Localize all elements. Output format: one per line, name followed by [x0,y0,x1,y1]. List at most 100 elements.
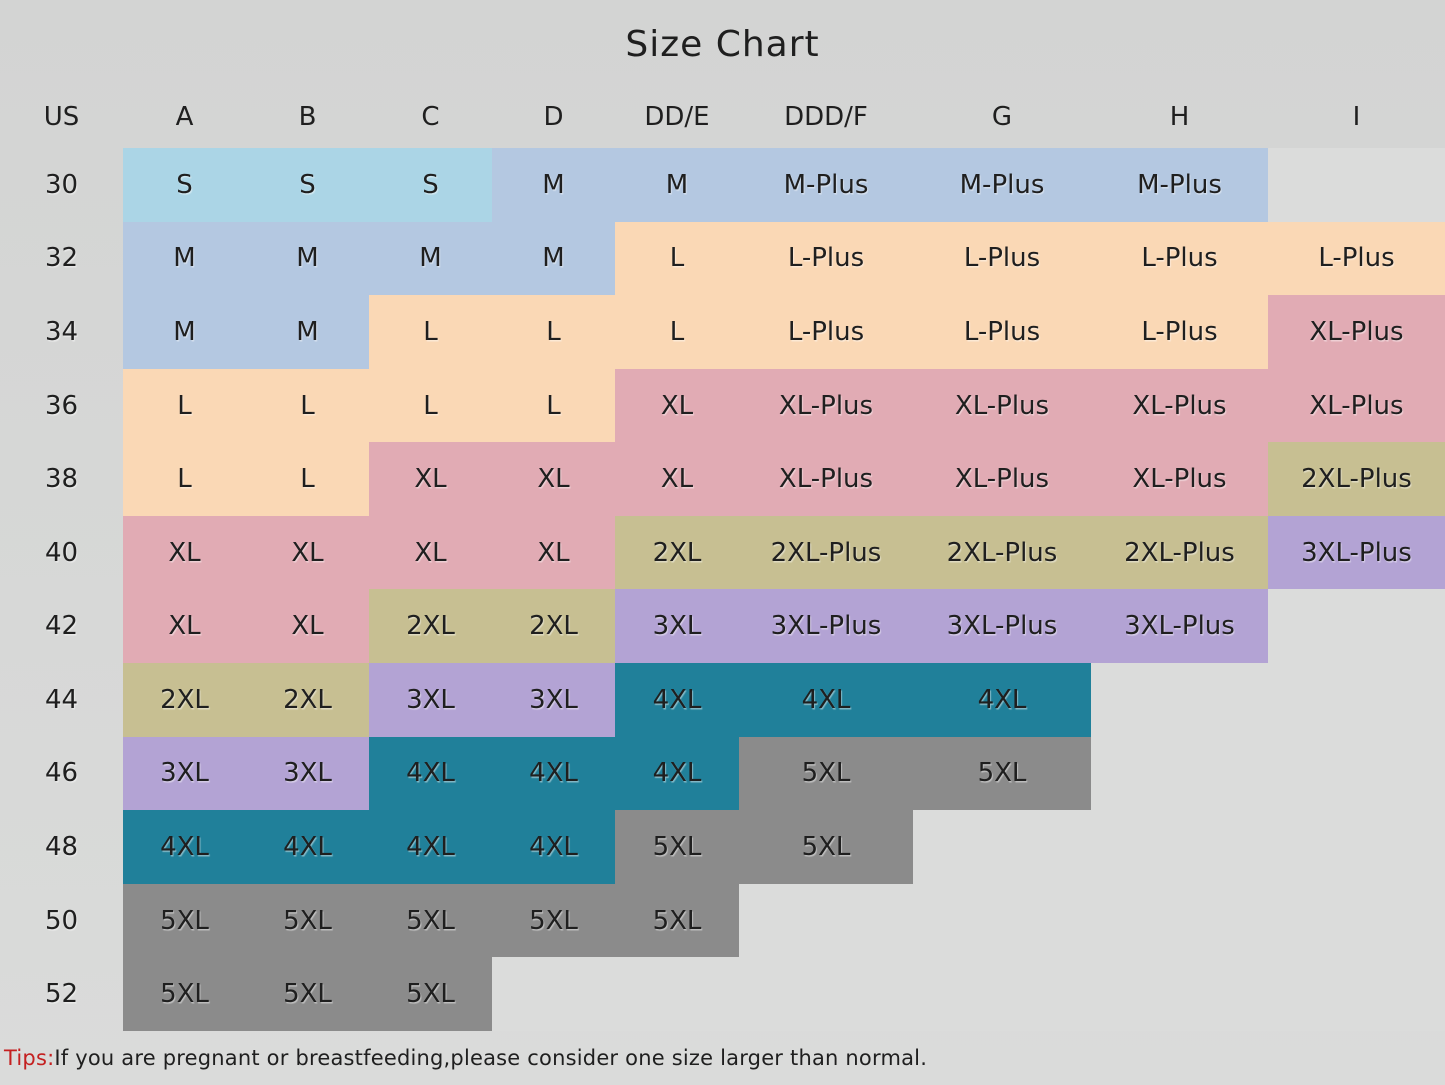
size-cell-42-ddd-f: 3XL-Plus [739,589,913,664]
size-cell-48-b: 4XL [246,810,369,884]
row-label-36: 36 [44,390,79,421]
size-cell-50-c: 5XL [369,883,492,958]
column-header-i: I [1352,101,1361,132]
row-label-50: 50 [44,905,79,936]
size-cell-36-a: L [123,368,246,443]
size-cell-32-i: L-Plus [1268,221,1445,296]
size-cell-42-b: XL [246,589,369,664]
size-cell-46-c: 4XL [369,736,492,811]
size-cell-48-c: 4XL [369,810,492,884]
size-cell-40-d: XL [492,515,615,590]
size-cell-46-b: 3XL [246,736,369,811]
size-cell-38-b: L [246,442,369,516]
size-cell-50-a: 5XL [123,883,246,958]
size-cell-50-d: 5XL [492,883,615,958]
size-cell-44-dd-e: 4XL [615,663,739,737]
size-cell-40-dd-e: 2XL [615,515,739,590]
tips-text: If you are pregnant or breastfeeding,ple… [54,1046,928,1070]
size-cell-34-c: L [369,295,492,369]
size-cell-30-d: M [492,148,615,222]
size-cell-50-ddd-f [739,883,913,958]
size-cell-32-d: M [492,221,615,296]
size-cell-46-i [1268,736,1445,811]
size-cell-52-d [492,957,615,1031]
size-cell-50-h [1091,883,1268,958]
size-cell-38-a: L [123,442,246,516]
size-cell-48-h [1091,810,1268,884]
size-cell-52-c: 5XL [369,957,492,1031]
size-cell-46-d: 4XL [492,736,615,811]
size-cell-52-a: 5XL [123,957,246,1031]
size-cell-36-c: L [369,368,492,443]
column-header-h: H [1169,101,1190,132]
size-cell-36-d: L [492,368,615,443]
size-cell-50-i [1268,883,1445,958]
size-cell-32-h: L-Plus [1091,221,1268,296]
row-label-34: 34 [44,316,79,347]
size-cell-44-c: 3XL [369,663,492,737]
size-cell-42-i [1268,589,1445,664]
tips-note: Tips: If you are pregnant or breastfeedin… [0,1031,1445,1085]
size-cell-42-a: XL [123,589,246,664]
size-cell-34-g: L-Plus [913,295,1091,369]
page-title: Size Chart [625,24,820,65]
size-cell-30-ddd-f: M-Plus [739,148,913,222]
row-label-48: 48 [44,831,79,862]
size-cell-38-ddd-f: XL-Plus [739,442,913,516]
size-cell-38-dd-e: XL [615,442,739,516]
size-cell-38-c: XL [369,442,492,516]
size-cell-30-b: S [246,148,369,222]
size-cell-48-ddd-f: 5XL [739,810,913,884]
size-cell-50-b: 5XL [246,883,369,958]
size-cell-34-ddd-f: L-Plus [739,295,913,369]
size-cell-52-g [913,957,1091,1031]
size-cell-32-c: M [369,221,492,296]
size-cell-36-b: L [246,368,369,443]
size-cell-32-g: L-Plus [913,221,1091,296]
size-cell-52-i [1268,957,1445,1031]
row-label-38: 38 [44,464,79,495]
size-cell-36-dd-e: XL [615,368,739,443]
size-cell-44-b: 2XL [246,663,369,737]
size-cell-30-g: M-Plus [913,148,1091,222]
size-cell-34-i: XL-Plus [1268,295,1445,369]
size-cell-46-dd-e: 4XL [615,736,739,811]
size-cell-38-h: XL-Plus [1091,442,1268,516]
size-cell-34-a: M [123,295,246,369]
size-cell-50-g [913,883,1091,958]
size-cell-30-c: S [369,148,492,222]
size-cell-40-c: XL [369,515,492,590]
column-header-g: G [991,101,1013,132]
column-header-ddd-f: DDD/F [784,101,868,132]
row-label-52: 52 [44,979,79,1010]
size-cell-46-a: 3XL [123,736,246,811]
row-label-32: 32 [44,243,79,274]
size-cell-40-b: XL [246,515,369,590]
size-cell-38-g: XL-Plus [913,442,1091,516]
size-cell-48-i [1268,810,1445,884]
size-cell-36-ddd-f: XL-Plus [739,368,913,443]
row-label-46: 46 [44,758,79,789]
size-cell-40-h: 2XL-Plus [1091,515,1268,590]
size-cell-52-b: 5XL [246,957,369,1031]
size-cell-48-g [913,810,1091,884]
size-cell-42-h: 3XL-Plus [1091,589,1268,664]
column-header-b: B [298,101,317,132]
size-cell-34-h: L-Plus [1091,295,1268,369]
size-cell-32-ddd-f: L-Plus [739,221,913,296]
size-cell-38-i: 2XL-Plus [1268,442,1445,516]
size-cell-40-ddd-f: 2XL-Plus [739,515,913,590]
column-header-dd-e: DD/E [644,101,710,132]
size-cell-44-a: 2XL [123,663,246,737]
size-cell-30-dd-e: M [615,148,739,222]
size-cell-34-dd-e: L [615,295,739,369]
size-cell-44-g: 4XL [913,663,1091,737]
size-cell-48-d: 4XL [492,810,615,884]
size-cell-40-i: 3XL-Plus [1268,515,1445,590]
row-label-42: 42 [44,611,79,642]
size-cell-34-b: M [246,295,369,369]
size-cell-42-dd-e: 3XL [615,589,739,664]
size-cell-32-a: M [123,221,246,296]
size-cell-52-h [1091,957,1268,1031]
size-cell-36-g: XL-Plus [913,368,1091,443]
